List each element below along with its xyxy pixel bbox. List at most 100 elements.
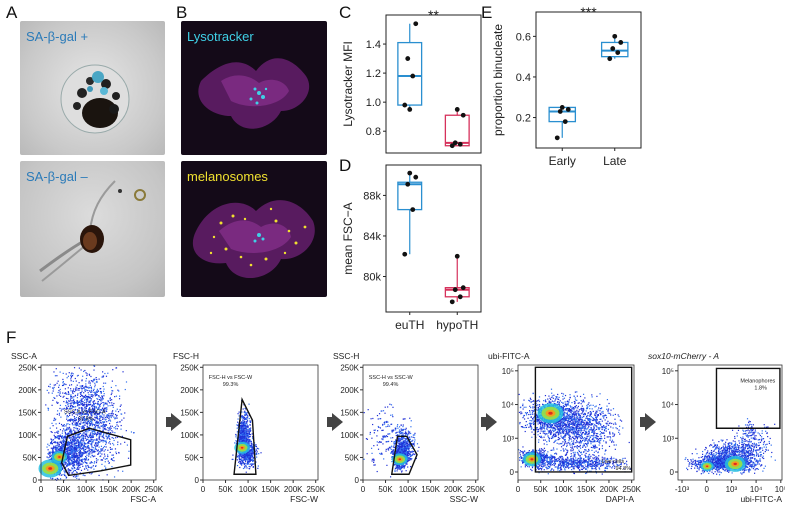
panel-label-f: F bbox=[6, 328, 17, 347]
y-tick-label: 0 bbox=[33, 476, 38, 485]
data-point bbox=[413, 174, 419, 180]
x-tick-label: 150K bbox=[261, 485, 280, 494]
density-max bbox=[530, 458, 534, 461]
data-point bbox=[565, 107, 571, 112]
data-point bbox=[410, 73, 416, 79]
data-point bbox=[405, 56, 411, 61]
y-axis-label: ubi-FITC-A bbox=[488, 351, 530, 361]
gate-label: Live cells bbox=[602, 459, 625, 465]
x-tick-label: 0 bbox=[201, 485, 206, 494]
y-tick-label: 50K bbox=[345, 453, 360, 462]
x-tick-label: 10⁵ bbox=[775, 485, 785, 494]
density-max bbox=[733, 462, 737, 466]
gate-arrow-4-stem bbox=[640, 417, 647, 427]
plot-frame bbox=[202, 364, 319, 481]
y-axis-label: SSC-A bbox=[11, 351, 37, 361]
significance-label: *** bbox=[580, 4, 597, 20]
data-point bbox=[452, 287, 458, 293]
gate-outline bbox=[715, 367, 781, 429]
data-point bbox=[410, 207, 416, 213]
y-axis-label: sox10-mCherry - A bbox=[648, 351, 719, 361]
y-tick-label: 10⁴ bbox=[662, 401, 675, 410]
gate-arrow-3-stem bbox=[481, 417, 488, 427]
y-tick-label: 200K bbox=[18, 386, 37, 395]
x-tick-label: 50K bbox=[218, 485, 233, 494]
plot-frame bbox=[385, 164, 482, 313]
y-tick-label: 100K bbox=[180, 431, 199, 440]
x-tick-label: 250K bbox=[622, 485, 641, 494]
density-max bbox=[706, 465, 709, 467]
y-tick-label: 1.2 bbox=[366, 68, 381, 80]
gate-arrow-2 bbox=[332, 413, 343, 431]
y-tick-label: 50K bbox=[23, 453, 38, 462]
panel-label-b: B bbox=[176, 3, 188, 22]
data-point bbox=[559, 105, 565, 110]
caption-melanosomes: melanosomes bbox=[187, 169, 268, 184]
significance-label: ** bbox=[428, 7, 439, 23]
plot-frame bbox=[677, 364, 783, 481]
y-axis-label: FSC-H bbox=[173, 351, 199, 361]
y-tick-label: 80k bbox=[363, 272, 381, 284]
gate-outline bbox=[390, 435, 418, 475]
data-point bbox=[557, 109, 563, 114]
y-tick-label: 1.4 bbox=[366, 39, 381, 51]
y-tick-label: 150K bbox=[18, 408, 37, 417]
density-max bbox=[58, 456, 61, 458]
x-tick-label: 200K bbox=[444, 485, 463, 494]
gate-arrow-4 bbox=[645, 413, 656, 431]
x-tick-label: 50K bbox=[56, 485, 71, 494]
gate-arrow-2-stem bbox=[327, 417, 334, 427]
y-tick-label: 10³ bbox=[662, 434, 674, 443]
x-tick-label: 10⁴ bbox=[750, 485, 763, 494]
x-tick-label: 200K bbox=[284, 485, 303, 494]
x-tick-label: 50K bbox=[378, 485, 393, 494]
box bbox=[397, 41, 423, 106]
y-axis-label: Lysotracker MFI bbox=[341, 41, 355, 127]
lysotracker-cell bbox=[198, 58, 310, 129]
micrograph-sa-gal-negative: SA-β-gal – bbox=[20, 161, 165, 297]
y-tick-label: 100K bbox=[18, 431, 37, 440]
plot-frame bbox=[40, 364, 157, 481]
y-tick-label: 0.8 bbox=[366, 126, 381, 138]
data-point bbox=[612, 33, 618, 39]
y-tick-label: 0 bbox=[670, 468, 675, 477]
y-tick-label: 250K bbox=[180, 363, 199, 372]
x-tick-label: 150K bbox=[421, 485, 440, 494]
x-tick-label: 200K bbox=[122, 485, 141, 494]
data-point bbox=[554, 135, 560, 141]
box bbox=[444, 287, 470, 298]
y-tick-label: 10⁴ bbox=[502, 401, 515, 410]
gate-percent: 94.8% bbox=[616, 466, 632, 472]
y-tick-label: 0 bbox=[355, 476, 360, 485]
plot-frame bbox=[517, 364, 635, 481]
gate-arrow-1 bbox=[171, 413, 182, 431]
x-tick-label: 250K bbox=[306, 485, 325, 494]
x-tick-label: 100K bbox=[239, 485, 258, 494]
y-axis-label: SSC-H bbox=[333, 351, 359, 361]
x-tick-label: Early bbox=[549, 154, 576, 168]
data-point bbox=[407, 107, 413, 112]
y-tick-label: 100K bbox=[340, 431, 359, 440]
y-tick-label: 0.6 bbox=[516, 31, 531, 43]
data-point bbox=[449, 143, 455, 149]
x-tick-label: 250K bbox=[144, 485, 163, 494]
y-tick-label: 10³ bbox=[502, 434, 514, 443]
sa-gal-positive-cell bbox=[60, 64, 130, 134]
x-tick-label: 200K bbox=[600, 485, 619, 494]
plot-frame bbox=[535, 11, 642, 149]
data-point bbox=[457, 294, 463, 300]
y-tick-label: 10⁵ bbox=[662, 367, 674, 376]
panel-label-c: C bbox=[339, 3, 352, 22]
gate-outline bbox=[534, 366, 633, 473]
density-max bbox=[48, 467, 53, 470]
gate-percent: 1.8% bbox=[754, 385, 767, 391]
data-point bbox=[610, 46, 616, 51]
x-axis-label: FSC-W bbox=[290, 494, 318, 504]
x-tick-label: 0 bbox=[361, 485, 366, 494]
